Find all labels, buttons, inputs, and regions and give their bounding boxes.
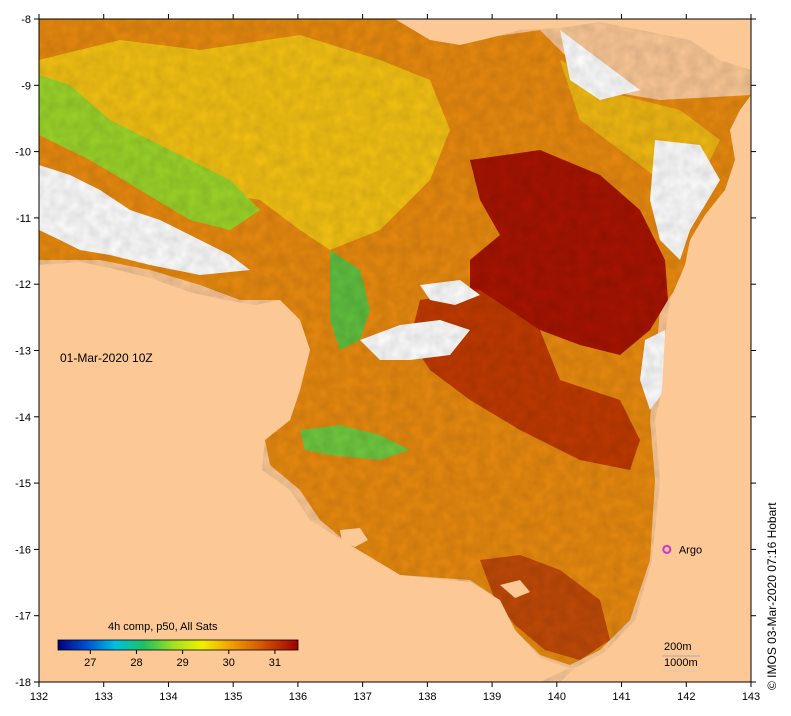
colorbar-tick-label: 31 — [269, 657, 281, 669]
lon-ticks: 132 133 134 135 136 137 138 139 140 141 142 143 — [30, 14, 760, 703]
colorbar-bar — [57, 639, 299, 651]
lat-tick-label: -9 — [21, 80, 31, 92]
lat-tick-label: -17 — [15, 611, 31, 623]
lon-tick-label: 141 — [612, 691, 630, 703]
colorbar-tick-label: 28 — [130, 657, 142, 669]
argo-icon — [662, 544, 672, 554]
depth-1000-label: 1000m — [664, 657, 698, 669]
lon-tick-label: 139 — [483, 691, 501, 703]
lat-tick-label: -15 — [15, 478, 31, 490]
colorbar-tick-label: 27 — [84, 657, 96, 669]
lat-ticks: -8 -9 -10 -11 -12 -13 -14 -15 -16 -17 -18 — [15, 14, 756, 689]
land-arnhem-land — [39, 262, 570, 682]
timestamp-label: 01-Mar-2020 10Z — [60, 351, 153, 365]
lon-tick-label: 135 — [224, 691, 242, 703]
lat-tick-label: -16 — [15, 544, 31, 556]
land-cape-york — [560, 95, 751, 682]
colorbar-tick-label: 29 — [176, 657, 188, 669]
lat-tick-label: -11 — [16, 213, 31, 225]
lon-tick-label: 133 — [95, 691, 113, 703]
depth-scale: 200m 1000m — [662, 641, 700, 672]
lon-tick-label: 134 — [159, 691, 177, 703]
lat-tick-label: -12 — [15, 279, 31, 291]
land-groote-eylandt — [340, 528, 368, 547]
lon-tick-label: 138 — [418, 691, 436, 703]
lat-tick-label: -10 — [15, 147, 31, 159]
argo-float-marker: Argo — [662, 544, 702, 556]
colorbar-title: 4h comp, p50, All Sats — [108, 621, 218, 633]
lat-tick-label: -18 — [15, 677, 31, 689]
land-mornington-island — [500, 580, 530, 598]
lon-tick-label: 137 — [353, 691, 371, 703]
lon-tick-label: 140 — [548, 691, 566, 703]
land-new-guinea — [395, 19, 751, 70]
argo-label: Argo — [679, 544, 702, 556]
colorbar: 4h comp, p50, All Sats 27 28 29 30 31 — [57, 621, 299, 669]
lon-tick-label: 136 — [289, 691, 307, 703]
colorbar-tick-label: 30 — [223, 657, 235, 669]
lon-tick-label: 142 — [677, 691, 695, 703]
colorbar-ticks: 27 28 29 30 31 — [84, 650, 281, 669]
map-layers — [39, 19, 751, 682]
lat-tick-label: -14 — [15, 412, 31, 424]
credit-text: © IMOS 03-Mar-2020 07:16 Hobart — [765, 502, 779, 690]
lat-tick-label: -13 — [15, 346, 31, 358]
lon-tick-label: 143 — [742, 691, 760, 703]
lat-tick-label: -8 — [21, 14, 31, 26]
depth-200-label: 200m — [664, 641, 692, 653]
lon-tick-label: 132 — [30, 691, 48, 703]
